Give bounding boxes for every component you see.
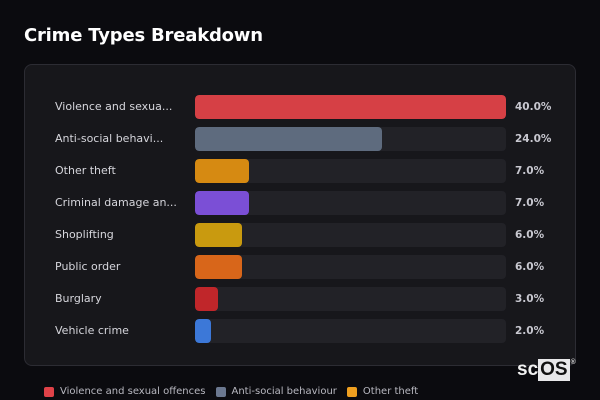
bar-fill[interactable] bbox=[195, 159, 250, 183]
logo-os: OS bbox=[538, 359, 570, 381]
bar-track bbox=[195, 255, 506, 279]
bar-fill[interactable] bbox=[195, 95, 506, 119]
bar-fill[interactable] bbox=[195, 319, 211, 343]
bar-track bbox=[195, 191, 506, 215]
legend-item[interactable]: Anti-social behaviour bbox=[215, 386, 337, 397]
bar-row[interactable]: Anti-social behavi... 24.0% bbox=[25, 127, 575, 151]
chart-legend: Violence and sexual offences Anti-social … bbox=[44, 386, 418, 397]
bar-value: 40.0% bbox=[515, 101, 552, 113]
bar-track bbox=[195, 319, 506, 343]
logo-sc: sc bbox=[517, 359, 539, 380]
bar-value: 6.0% bbox=[515, 229, 545, 241]
chart-card: Violence and sexua... 40.0% Anti-social be… bbox=[24, 64, 576, 366]
legend-item[interactable]: Violence and sexual offences bbox=[44, 386, 206, 397]
bar-value: 7.0% bbox=[515, 165, 545, 177]
bar-label: Anti-social behavi... bbox=[55, 132, 164, 145]
legend-swatch-icon bbox=[44, 386, 54, 397]
bar-fill[interactable] bbox=[195, 255, 242, 279]
legend-item[interactable]: Other theft bbox=[346, 386, 419, 397]
bar-row[interactable]: Burglary 3.0% bbox=[25, 287, 575, 311]
bar-label: Vehicle crime bbox=[55, 324, 129, 337]
bar-track bbox=[195, 287, 506, 311]
bar-fill[interactable] bbox=[195, 223, 242, 247]
bar-value: 3.0% bbox=[515, 293, 545, 305]
bar-row[interactable]: Public order 6.0% bbox=[25, 255, 575, 279]
legend-swatch-icon bbox=[346, 386, 357, 397]
bar-row[interactable]: Violence and sexua... 40.0% bbox=[25, 95, 575, 119]
bar-fill[interactable] bbox=[195, 287, 219, 311]
bar-label: Public order bbox=[55, 260, 121, 273]
scos-logo: sc OS ® bbox=[517, 359, 576, 381]
chart-title: Crime Types Breakdown bbox=[24, 25, 263, 46]
registered-mark: ® bbox=[570, 359, 576, 366]
bar-track bbox=[195, 127, 506, 151]
bar-track bbox=[195, 159, 506, 183]
bar-row[interactable]: Criminal damage an... 7.0% bbox=[25, 191, 575, 215]
bar-label: Other theft bbox=[55, 164, 116, 177]
bar-label: Criminal damage an... bbox=[55, 196, 177, 209]
bar-track bbox=[195, 95, 506, 119]
bar-value: 2.0% bbox=[515, 325, 545, 337]
bar-label: Shoplifting bbox=[55, 228, 114, 241]
bar-track bbox=[195, 223, 506, 247]
bar-row[interactable]: Shoplifting 6.0% bbox=[25, 223, 575, 247]
bar-value: 7.0% bbox=[515, 197, 545, 209]
legend-swatch-icon bbox=[215, 386, 226, 397]
bar-label: Violence and sexua... bbox=[55, 100, 173, 113]
legend-label: Violence and sexual offences bbox=[60, 386, 206, 397]
bar-fill[interactable] bbox=[195, 191, 250, 215]
bar-fill[interactable] bbox=[195, 127, 382, 151]
bar-row[interactable]: Vehicle crime 2.0% bbox=[25, 319, 575, 343]
legend-label: Anti-social behaviour bbox=[231, 386, 337, 397]
bar-value: 24.0% bbox=[515, 133, 552, 145]
legend-label: Other theft bbox=[362, 386, 419, 397]
bar-row[interactable]: Other theft 7.0% bbox=[25, 159, 575, 183]
bar-value: 6.0% bbox=[515, 261, 545, 273]
bar-label: Burglary bbox=[55, 292, 102, 305]
